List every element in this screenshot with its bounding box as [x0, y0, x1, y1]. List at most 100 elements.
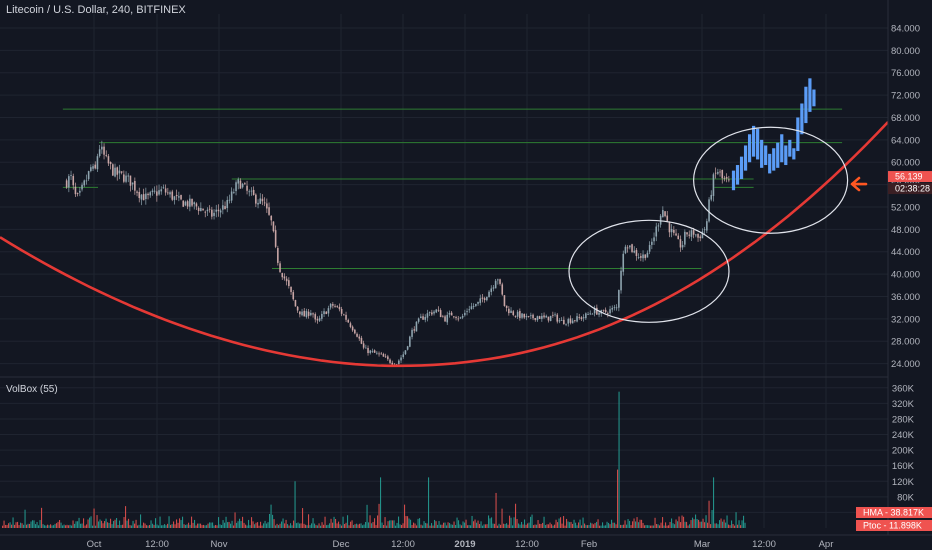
candle-body: [657, 225, 660, 227]
volume-bar: [683, 516, 685, 528]
volume-bar: [564, 525, 566, 528]
candle-body: [552, 314, 554, 316]
candle-body: [629, 245, 631, 248]
projection-bar[interactable]: [808, 78, 812, 112]
projection-bar[interactable]: [760, 139, 764, 168]
volume-bar: [368, 522, 370, 528]
volume-bar: [248, 519, 250, 528]
volume-bar: [366, 504, 368, 528]
volume-bar: [555, 519, 557, 528]
candle-body: [503, 295, 506, 306]
projection-bar[interactable]: [752, 125, 756, 157]
volume-bar: [108, 522, 110, 528]
volume-bar: [356, 523, 358, 528]
volume-bar: [510, 517, 512, 528]
volume-bar: [612, 522, 614, 528]
volume-bar: [2, 525, 4, 528]
x-tick-label: Nov: [211, 539, 228, 550]
volume-bar: [351, 520, 353, 528]
projection-bar[interactable]: [776, 142, 780, 168]
volume-bar: [270, 504, 272, 528]
candle-body: [604, 309, 607, 313]
volume-bar: [452, 524, 454, 528]
projection-bar[interactable]: [788, 139, 792, 157]
projection-bar[interactable]: [768, 153, 772, 174]
volume-bar: [416, 525, 418, 528]
volume-bar: [521, 521, 523, 528]
projection-bar[interactable]: [812, 89, 816, 107]
projection-bars[interactable]: [731, 78, 816, 191]
volume-bar: [209, 522, 211, 528]
candle-body: [87, 171, 90, 180]
candle-body: [587, 314, 589, 315]
volume-bar: [221, 525, 223, 528]
candle-body: [510, 310, 512, 313]
volume-bar: [237, 521, 239, 528]
volume-bar: [143, 522, 145, 528]
projection-bar[interactable]: [796, 117, 800, 152]
volume-bar: [299, 523, 301, 528]
candle-body: [373, 350, 376, 353]
volume-bar: [354, 524, 356, 528]
volume-bar: [3, 520, 5, 528]
candle-body: [118, 170, 121, 174]
candle-body: [217, 209, 220, 212]
projection-bar[interactable]: [764, 145, 768, 166]
volume-bar: [170, 524, 172, 528]
volume-bar: [171, 524, 173, 528]
volume-bar: [341, 525, 343, 528]
volume-bar: [432, 525, 434, 528]
candle-body: [721, 169, 724, 179]
volume-bar: [332, 522, 334, 528]
cup-curve[interactable]: [0, 121, 889, 368]
candle-body: [226, 199, 229, 209]
volume-bar: [659, 525, 661, 528]
volume-bar: [374, 518, 376, 528]
candle-body: [83, 180, 86, 186]
candle-body: [626, 247, 629, 249]
candle-body: [695, 234, 697, 236]
volume-bar: [131, 525, 133, 528]
volume-bar: [318, 523, 320, 528]
candle-body: [488, 291, 490, 298]
candle-body: [327, 308, 330, 314]
annotation-drawings[interactable]: [0, 121, 889, 368]
candle-body: [712, 174, 715, 196]
volume-bar: [167, 523, 169, 528]
projection-bar[interactable]: [780, 134, 784, 163]
volume-bar: [276, 523, 278, 528]
candle-body: [369, 350, 372, 353]
candle-body: [285, 278, 288, 282]
projection-bar[interactable]: [804, 86, 808, 124]
volume-bar: [65, 525, 67, 528]
projection-bar[interactable]: [747, 134, 752, 163]
projection-bar[interactable]: [772, 148, 776, 171]
volume-bar: [551, 524, 553, 528]
y-tick-label: 24.000: [891, 359, 920, 370]
volume-bar: [713, 477, 715, 528]
arrow-icon[interactable]: [850, 176, 868, 192]
volume-bar: [353, 525, 355, 528]
candle-body: [631, 244, 633, 252]
ellipse-breakout-zone[interactable]: [568, 219, 730, 323]
candle-body: [235, 182, 237, 192]
projection-bar[interactable]: [800, 103, 804, 135]
candle-body: [576, 316, 578, 322]
volume-bar: [138, 524, 140, 528]
candle-body: [593, 308, 596, 314]
projection-bar[interactable]: [784, 145, 788, 166]
candle-body: [530, 315, 532, 317]
projection-bar[interactable]: [743, 145, 748, 171]
volume-bar: [222, 520, 224, 528]
volume-bar: [675, 519, 677, 528]
projection-bar[interactable]: [735, 165, 740, 185]
projection-bar[interactable]: [739, 156, 744, 180]
projection-bar[interactable]: [756, 128, 760, 160]
ellipse-target-zone[interactable]: [693, 126, 849, 234]
candle-body: [283, 276, 286, 279]
volume-bar: [734, 525, 736, 528]
projection-bar[interactable]: [731, 170, 736, 191]
candle-body: [261, 198, 264, 202]
projection-bar[interactable]: [792, 148, 796, 160]
candle-body: [589, 313, 592, 315]
